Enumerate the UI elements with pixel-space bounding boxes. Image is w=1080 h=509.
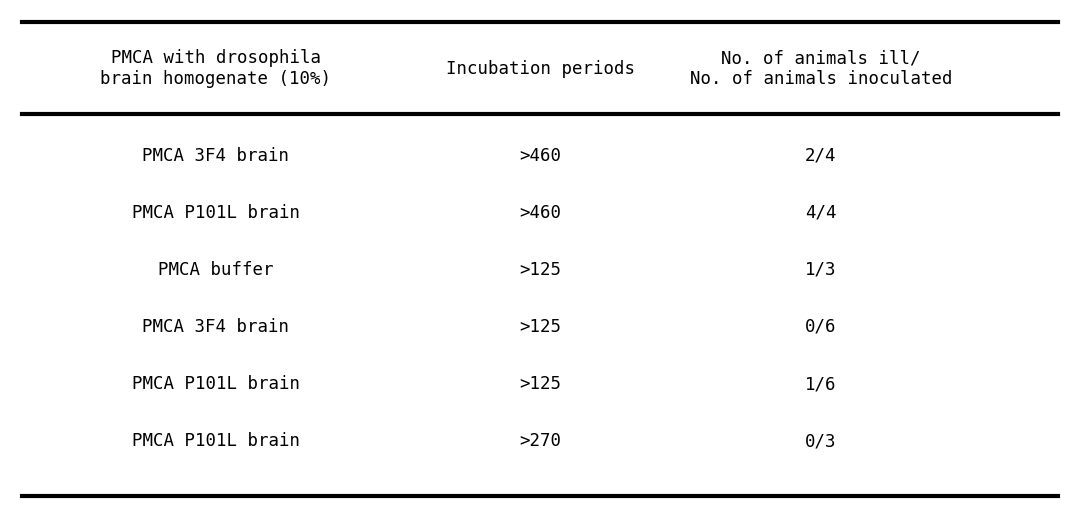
Text: PMCA 3F4 brain: PMCA 3F4 brain <box>143 146 289 164</box>
Text: PMCA P101L brain: PMCA P101L brain <box>132 203 300 221</box>
Text: >460: >460 <box>519 146 561 164</box>
Text: >125: >125 <box>519 260 561 278</box>
Text: 0/6: 0/6 <box>805 317 837 335</box>
Text: No. of animals ill/
No. of animals inoculated: No. of animals ill/ No. of animals inocu… <box>689 49 953 88</box>
Text: PMCA 3F4 brain: PMCA 3F4 brain <box>143 317 289 335</box>
Text: PMCA P101L brain: PMCA P101L brain <box>132 431 300 449</box>
Text: >270: >270 <box>519 431 561 449</box>
Text: Incubation periods: Incubation periods <box>446 60 635 78</box>
Text: 1/3: 1/3 <box>805 260 837 278</box>
Text: >125: >125 <box>519 374 561 392</box>
Text: PMCA P101L brain: PMCA P101L brain <box>132 374 300 392</box>
Text: >125: >125 <box>519 317 561 335</box>
Text: 4/4: 4/4 <box>805 203 837 221</box>
Text: 1/6: 1/6 <box>805 374 837 392</box>
Text: 0/3: 0/3 <box>805 431 837 449</box>
Text: PMCA buffer: PMCA buffer <box>159 260 273 278</box>
Text: PMCA with drosophila
brain homogenate (10%): PMCA with drosophila brain homogenate (1… <box>100 49 332 88</box>
Text: 2/4: 2/4 <box>805 146 837 164</box>
Text: >460: >460 <box>519 203 561 221</box>
